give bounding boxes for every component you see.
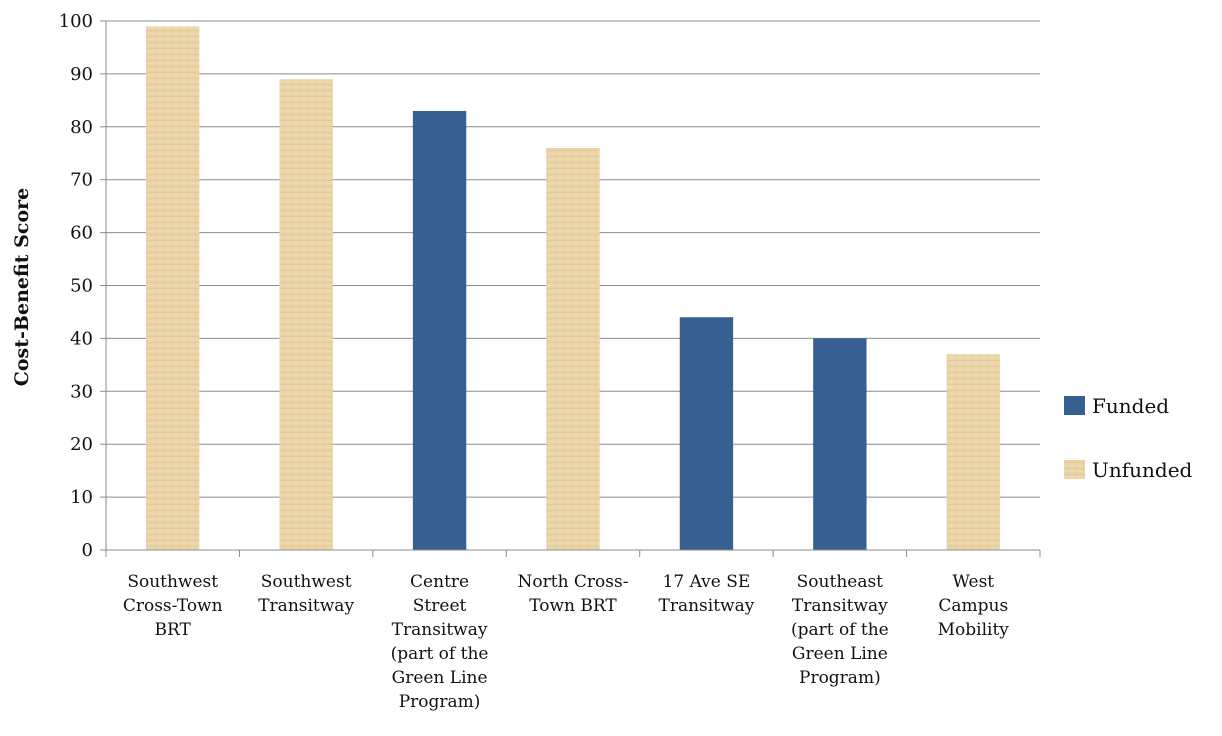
bar-funded <box>412 110 467 551</box>
bars <box>146 26 1000 551</box>
x-category-label: Centre Street Transitway (part of the Green … <box>391 572 489 712</box>
axes <box>105 21 1041 557</box>
y-tick-labels: 0 10 20 30 40 50 60 70 80 90 100 <box>59 11 106 561</box>
y-tick-label: 10 <box>70 487 93 508</box>
legend: Funded Unfunded <box>1064 394 1193 482</box>
y-tick-label: 90 <box>70 64 93 85</box>
y-tick-label: 60 <box>70 223 93 244</box>
legend-swatch-funded <box>1064 396 1085 415</box>
y-tick-label: 30 <box>70 381 93 402</box>
legend-label: Funded <box>1092 394 1169 418</box>
legend-swatch-unfunded <box>1064 460 1085 479</box>
y-axis-title: Cost-Benefit Score <box>11 188 33 386</box>
x-category-label: North Cross-Town BRT <box>518 572 629 616</box>
x-category-label: Southwest Cross-Town BRT <box>123 572 223 640</box>
legend-label: Unfunded <box>1092 458 1193 482</box>
x-category-label: Southeast Transitway (part of the Green Lin… <box>791 572 889 688</box>
x-category-label: West Campus Mobility <box>938 572 1010 640</box>
y-tick-label: 20 <box>70 434 93 455</box>
bar-unfunded <box>946 354 1000 550</box>
bar-unfunded <box>546 147 600 550</box>
y-tick-label: 70 <box>70 170 93 191</box>
y-tick-label: 40 <box>70 328 93 349</box>
x-category-label: Southwest Transitway <box>258 572 354 616</box>
y-tick-label: 0 <box>82 540 93 561</box>
x-category-label: 17 Ave SE Transitway <box>659 572 755 616</box>
bar-unfunded <box>279 79 333 550</box>
y-tick-label: 100 <box>59 11 93 32</box>
y-tick-label: 50 <box>70 276 93 297</box>
bar-unfunded <box>146 26 200 551</box>
bar-funded <box>679 317 734 550</box>
y-tick-label: 80 <box>70 117 93 138</box>
bar-funded <box>813 338 867 550</box>
category-labels: Southwest Cross-Town BRT Southwest Transitwa… <box>123 572 1009 712</box>
